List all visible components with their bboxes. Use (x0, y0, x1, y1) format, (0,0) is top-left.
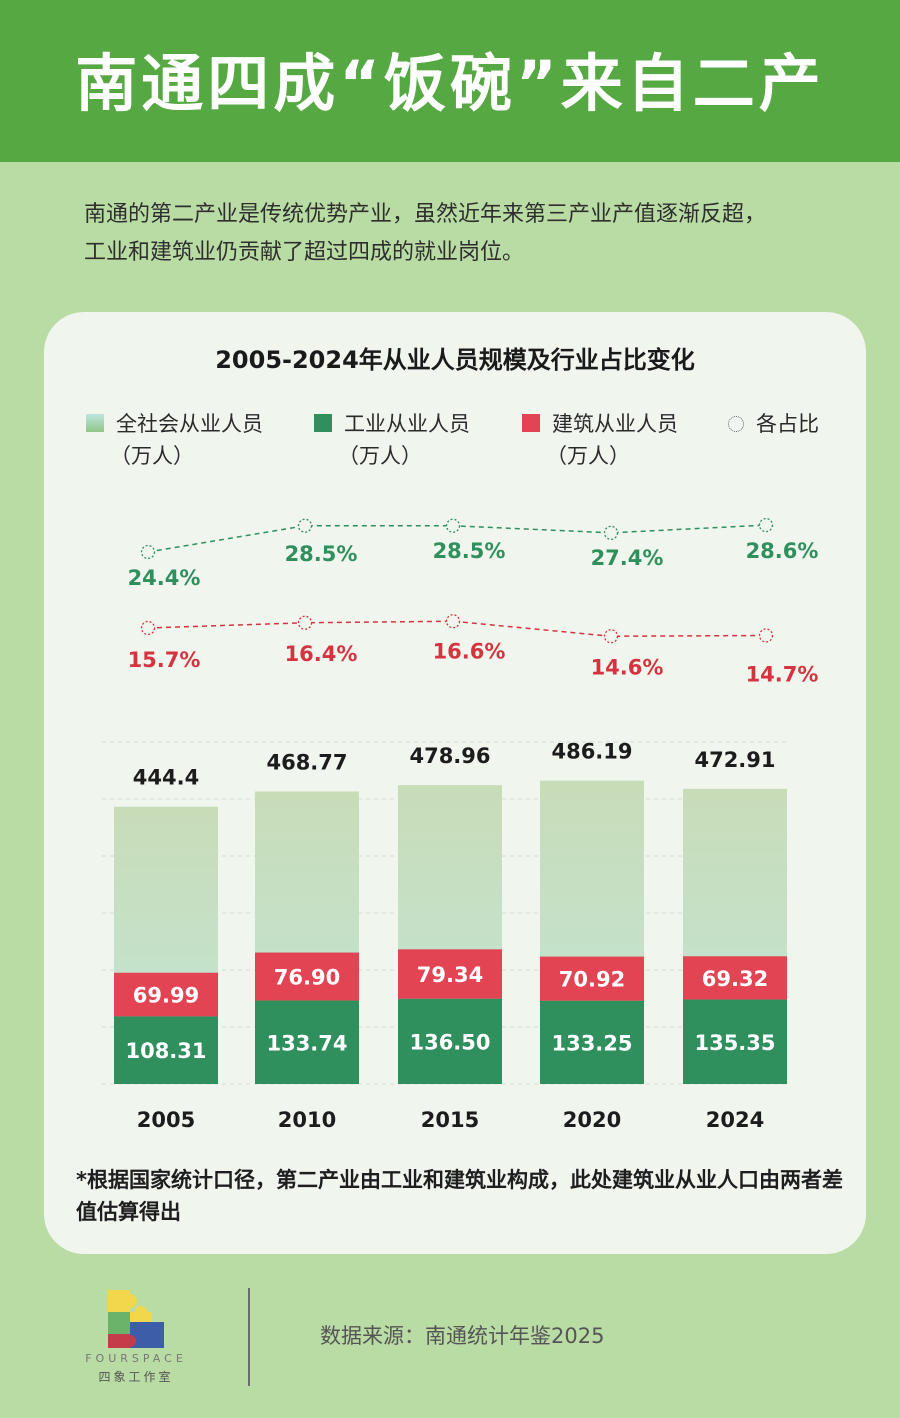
construction-ratio-point (445, 614, 461, 629)
construction-ratio-label: 16.6% (433, 639, 506, 663)
x-tick-label: 2020 (563, 1108, 621, 1132)
legend-construction-label: 建筑从业人员 (552, 412, 678, 436)
construction-value-label: 69.99 (133, 984, 199, 1008)
bar-industry (398, 998, 502, 1084)
legend-total-swatch (86, 414, 104, 432)
intro-line-2: 工业和建筑业仍贡献了超过四成的就业岗位。 (84, 240, 525, 265)
legend-construction: 建筑从业人员 （万人） (522, 408, 678, 472)
x-tick-label: 2010 (278, 1108, 336, 1132)
construction-ratio-label: 16.4% (285, 642, 358, 666)
construction-ratio-line (147, 620, 767, 638)
industry-ratio-point (758, 517, 774, 533)
legend-ratio-marker (728, 416, 744, 432)
bar-construction (114, 972, 218, 1017)
industry-ratio-label: 24.4% (128, 566, 201, 590)
legend-total: 全社会从业人员 （万人） (86, 408, 263, 472)
bar-industry (683, 999, 787, 1084)
title-banner: 南通四成“饭碗”来自二产 (0, 0, 900, 162)
logo-subtitle: 四象工作室 (98, 1370, 174, 1384)
total-value-label: 478.96 (409, 744, 490, 768)
legend-total-unit: （万人） (110, 444, 194, 468)
construction-value-label: 79.34 (417, 963, 483, 987)
construction-value-label: 70.92 (559, 968, 625, 992)
fourspace-logo (108, 1290, 164, 1348)
legend-ratio-label: 各占比 (756, 412, 819, 436)
bar-industry (540, 1000, 644, 1084)
industry-ratio-label: 28.5% (433, 539, 506, 563)
legend-total-label: 全社会从业人员 (116, 412, 263, 436)
industry-value-label: 135.35 (694, 1031, 775, 1055)
logo-text: FOURSPACE (85, 1352, 187, 1365)
chart-card: 2005-2024年从业人员规模及行业占比变化 全社会从业人员 （万人） 工业从… (44, 312, 866, 1254)
legend-construction-unit: （万人） (546, 444, 630, 468)
x-tick-label: 2005 (137, 1108, 195, 1132)
construction-ratio-label: 14.7% (746, 663, 819, 687)
construction-value-label: 76.90 (274, 966, 340, 990)
total-value-label: 486.19 (551, 740, 632, 764)
construction-ratio-point (603, 629, 619, 644)
construction-ratio-point (140, 620, 156, 636)
industry-ratio-label: 27.4% (591, 546, 664, 570)
page-title: 南通四成“饭碗”来自二产 (75, 47, 825, 120)
total-value-label: 468.77 (266, 750, 347, 774)
industry-value-label: 136.50 (409, 1030, 490, 1054)
industry-ratio-point (297, 518, 313, 533)
industry-ratio-label: 28.5% (285, 542, 358, 566)
bar-industry (114, 1016, 218, 1084)
industry-ratio-point (603, 525, 619, 540)
legend-industry: 工业从业人员 （万人） (314, 408, 470, 472)
chart-title: 2005-2024年从业人员规模及行业占比变化 (215, 346, 695, 374)
construction-value-label: 69.32 (702, 967, 768, 991)
industry-ratio-point (140, 544, 156, 560)
bar-construction (540, 956, 644, 1001)
construction-ratio-point (758, 628, 774, 643)
legend-industry-unit: （万人） (338, 444, 422, 468)
industry-ratio-point (445, 518, 461, 533)
legend-construction-swatch (522, 414, 540, 432)
intro-text: 南通的第二产业是传统优势产业，虽然近年来第三产业产值逐渐反超， 工业和建筑业仍贡… (84, 196, 854, 272)
total-value-label: 472.91 (694, 748, 775, 772)
industry-ratio-label: 28.6% (746, 539, 819, 563)
intro-line-1: 南通的第二产业是传统优势产业，虽然近年来第三产业产值逐渐反超， (84, 202, 767, 227)
bar-industry (255, 1000, 359, 1084)
construction-ratio-label: 14.6% (591, 655, 664, 679)
construction-ratio-label: 15.7% (128, 648, 201, 672)
industry-value-label: 133.74 (266, 1031, 347, 1055)
chart-area: 444.4 69.99 108.31 2005 468.77 76.90 133.74 201… (102, 517, 819, 1132)
construction-ratio-point (297, 615, 313, 630)
bar-construction (683, 956, 787, 1000)
industry-value-label: 133.25 (551, 1031, 632, 1055)
x-tick-label: 2024 (706, 1108, 764, 1132)
legend-industry-label: 工业从业人员 (344, 412, 470, 436)
bar-construction (398, 949, 502, 999)
legend-industry-swatch (314, 414, 332, 432)
data-source: 数据来源：南通统计年鉴2025 (320, 1324, 605, 1348)
footnote: *根据国家统计口径，第二产业由工业和建筑业构成，此处建筑业从业人口由两者差值估算… (76, 1168, 843, 1224)
legend-ratio: 各占比 (726, 408, 819, 440)
industry-value-label: 108.31 (125, 1039, 206, 1063)
total-value-label: 444.4 (133, 766, 199, 790)
footer-divider (248, 1288, 250, 1386)
x-tick-label: 2015 (421, 1108, 479, 1132)
bar-construction (255, 952, 359, 1001)
